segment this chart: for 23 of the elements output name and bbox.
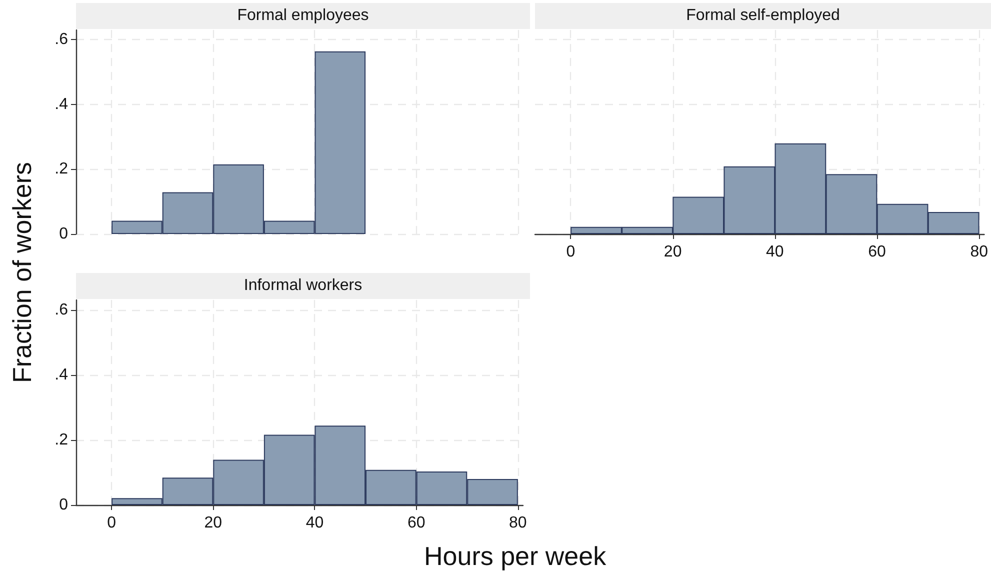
y-tick-label: .4 bbox=[54, 366, 68, 384]
x-tick-label: 20 bbox=[204, 514, 222, 532]
x-tick-label: 20 bbox=[664, 244, 682, 260]
chart-title: Formal self-employed bbox=[535, 3, 991, 29]
x-tick-label: 60 bbox=[868, 244, 886, 260]
x-axis-title: Hours per week bbox=[424, 540, 606, 572]
chart-title: Formal employees bbox=[76, 3, 530, 29]
y-tick-label: .6 bbox=[54, 31, 68, 48]
y-tick-label: .6 bbox=[54, 301, 68, 318]
x-tick-label: 80 bbox=[970, 244, 988, 260]
y-tick-label: .4 bbox=[54, 96, 68, 113]
x-tick-label: 0 bbox=[107, 514, 116, 532]
x-tick-label: 60 bbox=[407, 514, 426, 532]
y-tick-label: .2 bbox=[54, 160, 68, 178]
x-tick-label: 40 bbox=[766, 244, 784, 260]
x-tick-label: 80 bbox=[509, 514, 527, 532]
y-axis-title: Fraction of workers bbox=[6, 161, 38, 383]
chart-title: Informal workers bbox=[76, 273, 530, 299]
y-tick-label: 0 bbox=[59, 226, 68, 242]
y-tick-label: 0 bbox=[59, 496, 68, 514]
x-tick-label: 40 bbox=[306, 514, 324, 532]
y-tick-label: .2 bbox=[54, 431, 68, 448]
x-tick-label: 0 bbox=[566, 244, 576, 260]
